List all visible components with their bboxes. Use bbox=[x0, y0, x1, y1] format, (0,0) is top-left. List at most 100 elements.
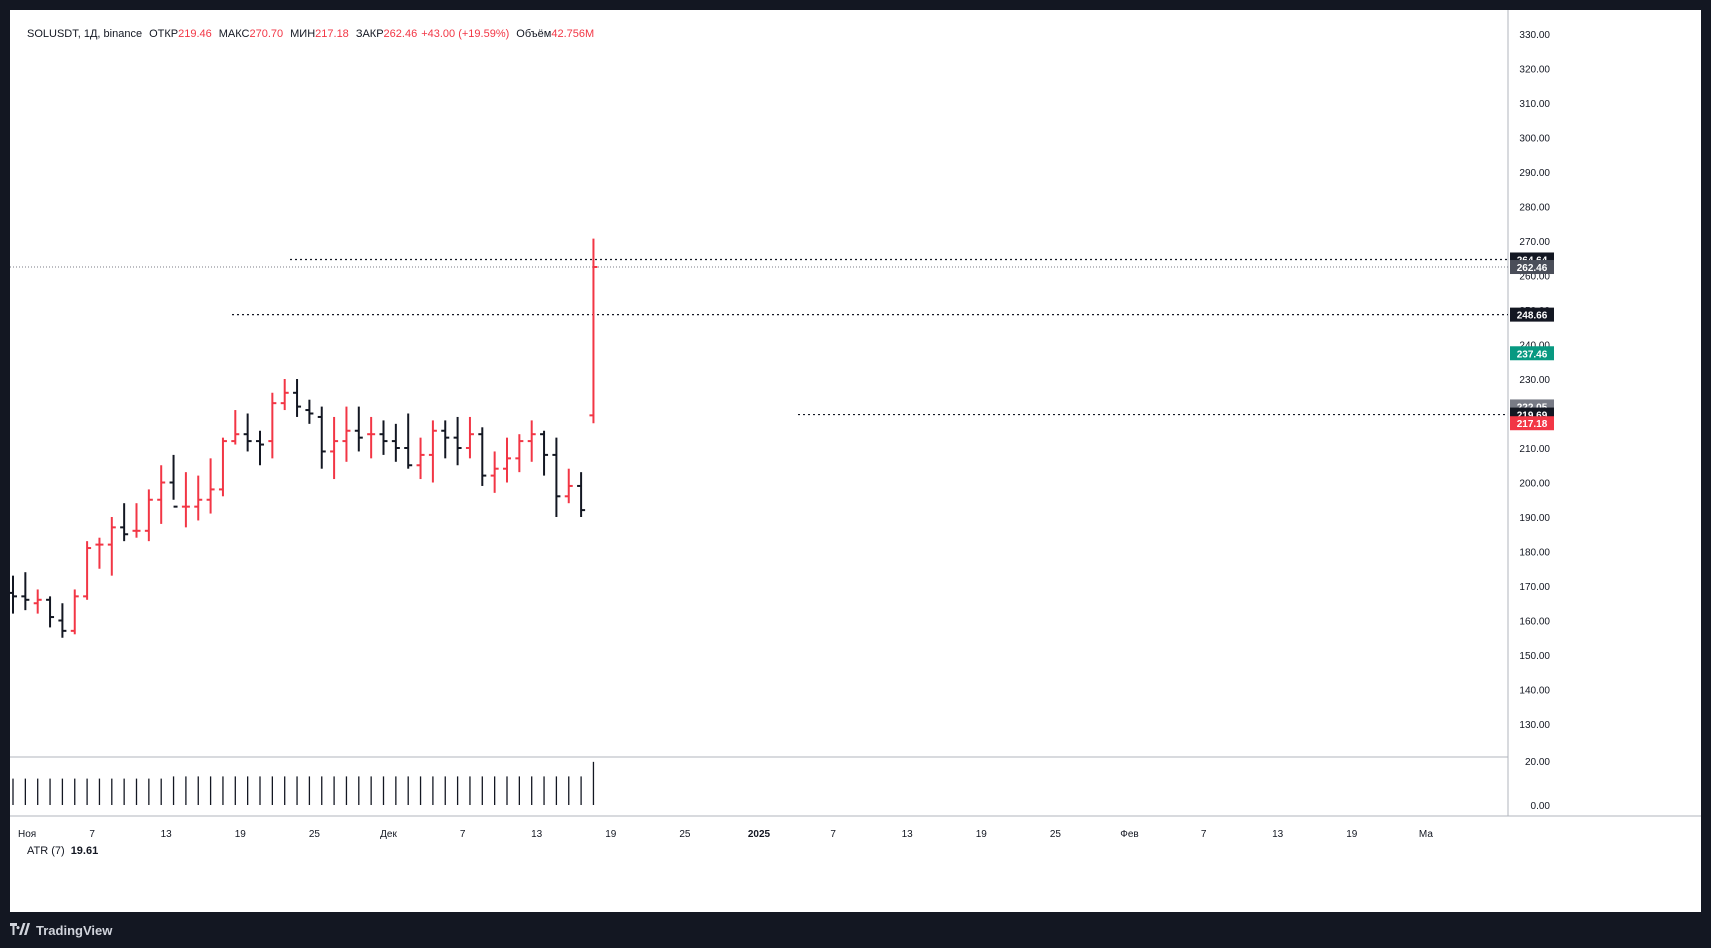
open-label: ОТКР bbox=[149, 28, 179, 40]
ohlc-bar bbox=[564, 468, 573, 504]
time-axis-tick: Фев bbox=[1120, 829, 1138, 840]
ohlc-bar bbox=[317, 406, 326, 469]
ohlc-bar bbox=[428, 420, 437, 483]
ohlc-bar bbox=[46, 596, 55, 628]
ohlc-bar bbox=[478, 427, 487, 486]
change-value: +43.00 (+19.59%) bbox=[421, 28, 510, 40]
ohlc-bar bbox=[305, 399, 314, 424]
price-axis-tick: 260.00 bbox=[1519, 272, 1550, 283]
time-axis-tick: Ноя bbox=[18, 829, 36, 840]
ohlc-bar bbox=[194, 475, 203, 521]
price-axis-tick: 270.00 bbox=[1519, 237, 1550, 248]
ohlc-bar bbox=[441, 420, 450, 459]
atr-value: 19.61 bbox=[70, 845, 99, 857]
ohlc-bar bbox=[577, 472, 586, 517]
ohlc-bar-current bbox=[589, 238, 598, 424]
ohlc-bar bbox=[540, 430, 549, 476]
price-label-text: 219.69 bbox=[1517, 411, 1548, 422]
ohlc-bar bbox=[144, 489, 153, 542]
time-axis-tick: 2025 bbox=[748, 829, 771, 840]
symbol-name[interactable]: SOLUSDT, 1Д, binance bbox=[27, 28, 143, 40]
footer: TradingView bbox=[10, 912, 112, 948]
ohlc-bar bbox=[83, 541, 92, 600]
close-label: ЗАКР bbox=[355, 28, 384, 40]
ohlc-bar bbox=[293, 379, 302, 417]
ohlc-bar bbox=[181, 472, 190, 528]
ohlc-bar bbox=[404, 413, 413, 469]
ohlc-bar bbox=[120, 503, 129, 542]
ohlc-bar bbox=[503, 437, 511, 483]
price-label-bg bbox=[1510, 346, 1554, 361]
price-label: 248.66 bbox=[1510, 307, 1554, 322]
open-value: 219.46 bbox=[178, 28, 212, 40]
ohlc-bar bbox=[268, 392, 277, 459]
price-chart[interactable]: 330.00 320.00 310.00 300.00 290.00 280.00 270.… bbox=[10, 10, 1701, 912]
ohlc-bar bbox=[552, 437, 561, 517]
price-label-text: 237.46 bbox=[1517, 349, 1548, 360]
ohlc-bar bbox=[95, 537, 104, 569]
ohlc-bar bbox=[342, 406, 351, 462]
tradingview-logo-icon[interactable] bbox=[10, 922, 32, 938]
ohlc-bar bbox=[490, 451, 499, 493]
price-label: 237.46 bbox=[1510, 346, 1554, 361]
ohlc-bar bbox=[527, 420, 536, 462]
ohlc-bar bbox=[169, 454, 178, 508]
ohlc-bar bbox=[330, 416, 339, 480]
ohlc-bar bbox=[453, 416, 462, 466]
atr-legend[interactable]: ATR (7) 19.61 bbox=[27, 845, 98, 857]
atr-label: ATR (7) bbox=[27, 845, 65, 857]
time-axis-tick: 25 bbox=[679, 829, 691, 840]
low-value: 217.18 bbox=[315, 28, 349, 40]
ohlc-bar bbox=[416, 437, 425, 480]
time-axis-tick: 7 bbox=[460, 829, 466, 840]
price-label-text: 262.46 bbox=[1517, 263, 1548, 274]
high-label: МАКС bbox=[218, 28, 250, 40]
price-axis-tick: 310.00 bbox=[1519, 99, 1550, 110]
price-axis-tick: 180.00 bbox=[1519, 548, 1550, 559]
ohlc-bar bbox=[21, 572, 30, 611]
atr-axis-tick: 0.00 bbox=[1531, 801, 1551, 812]
ohlc-bar bbox=[206, 458, 215, 514]
price-axis-tick: 190.00 bbox=[1519, 513, 1550, 524]
time-axis-tick: 13 bbox=[902, 829, 914, 840]
price-axis-tick: 140.00 bbox=[1519, 686, 1550, 697]
ohlc-bar bbox=[107, 517, 116, 576]
time-axis-tick: 13 bbox=[161, 829, 173, 840]
ohlc-bar bbox=[280, 379, 289, 411]
price-label-bg bbox=[1510, 260, 1554, 275]
time-axis-tick: 19 bbox=[1346, 829, 1358, 840]
time-axis-tick: 13 bbox=[531, 829, 543, 840]
low-label: МИН bbox=[290, 28, 316, 40]
time-axis-tick: 13 bbox=[1272, 829, 1284, 840]
price-axis-tick: 200.00 bbox=[1519, 479, 1550, 490]
price-label: 217.18 bbox=[1510, 416, 1554, 431]
ohlc-bar bbox=[243, 413, 252, 452]
time-axis-tick: Ма bbox=[1419, 829, 1433, 840]
price-axis-tick: 160.00 bbox=[1519, 617, 1550, 628]
atr-axis-tick: 20.00 bbox=[1525, 757, 1550, 768]
time-axis-tick: 19 bbox=[976, 829, 988, 840]
ohlc-bar bbox=[58, 603, 67, 638]
ohlc-bar bbox=[218, 437, 227, 497]
price-label-text: 217.18 bbox=[1517, 419, 1548, 430]
ohlc-bar bbox=[515, 434, 524, 473]
ohlc-bar bbox=[354, 406, 363, 452]
price-axis-tick: 230.00 bbox=[1519, 375, 1550, 386]
ohlc-bar bbox=[256, 430, 264, 466]
ohlc-bar bbox=[231, 410, 240, 445]
brand-name[interactable]: TradingView bbox=[36, 922, 113, 938]
high-value: 270.70 bbox=[249, 28, 284, 40]
volume-value: 42.756M bbox=[551, 28, 595, 40]
ohlc-bar bbox=[465, 416, 474, 459]
chart-frame[interactable]: 330.00 320.00 310.00 300.00 290.00 280.00 270.… bbox=[10, 10, 1701, 912]
price-axis-tick: 290.00 bbox=[1519, 168, 1550, 179]
time-axis-tick: 7 bbox=[1201, 829, 1207, 840]
time-axis-tick: 7 bbox=[830, 829, 836, 840]
price-label-bg bbox=[1510, 416, 1554, 431]
price-axis-tick: 150.00 bbox=[1519, 651, 1550, 662]
price-axis-tick: 280.00 bbox=[1519, 203, 1550, 214]
time-axis-tick: Дек bbox=[380, 829, 397, 840]
close-value: 262.46 bbox=[383, 28, 418, 40]
time-axis-tick: 25 bbox=[309, 829, 321, 840]
price-label-text: 248.66 bbox=[1517, 311, 1548, 322]
